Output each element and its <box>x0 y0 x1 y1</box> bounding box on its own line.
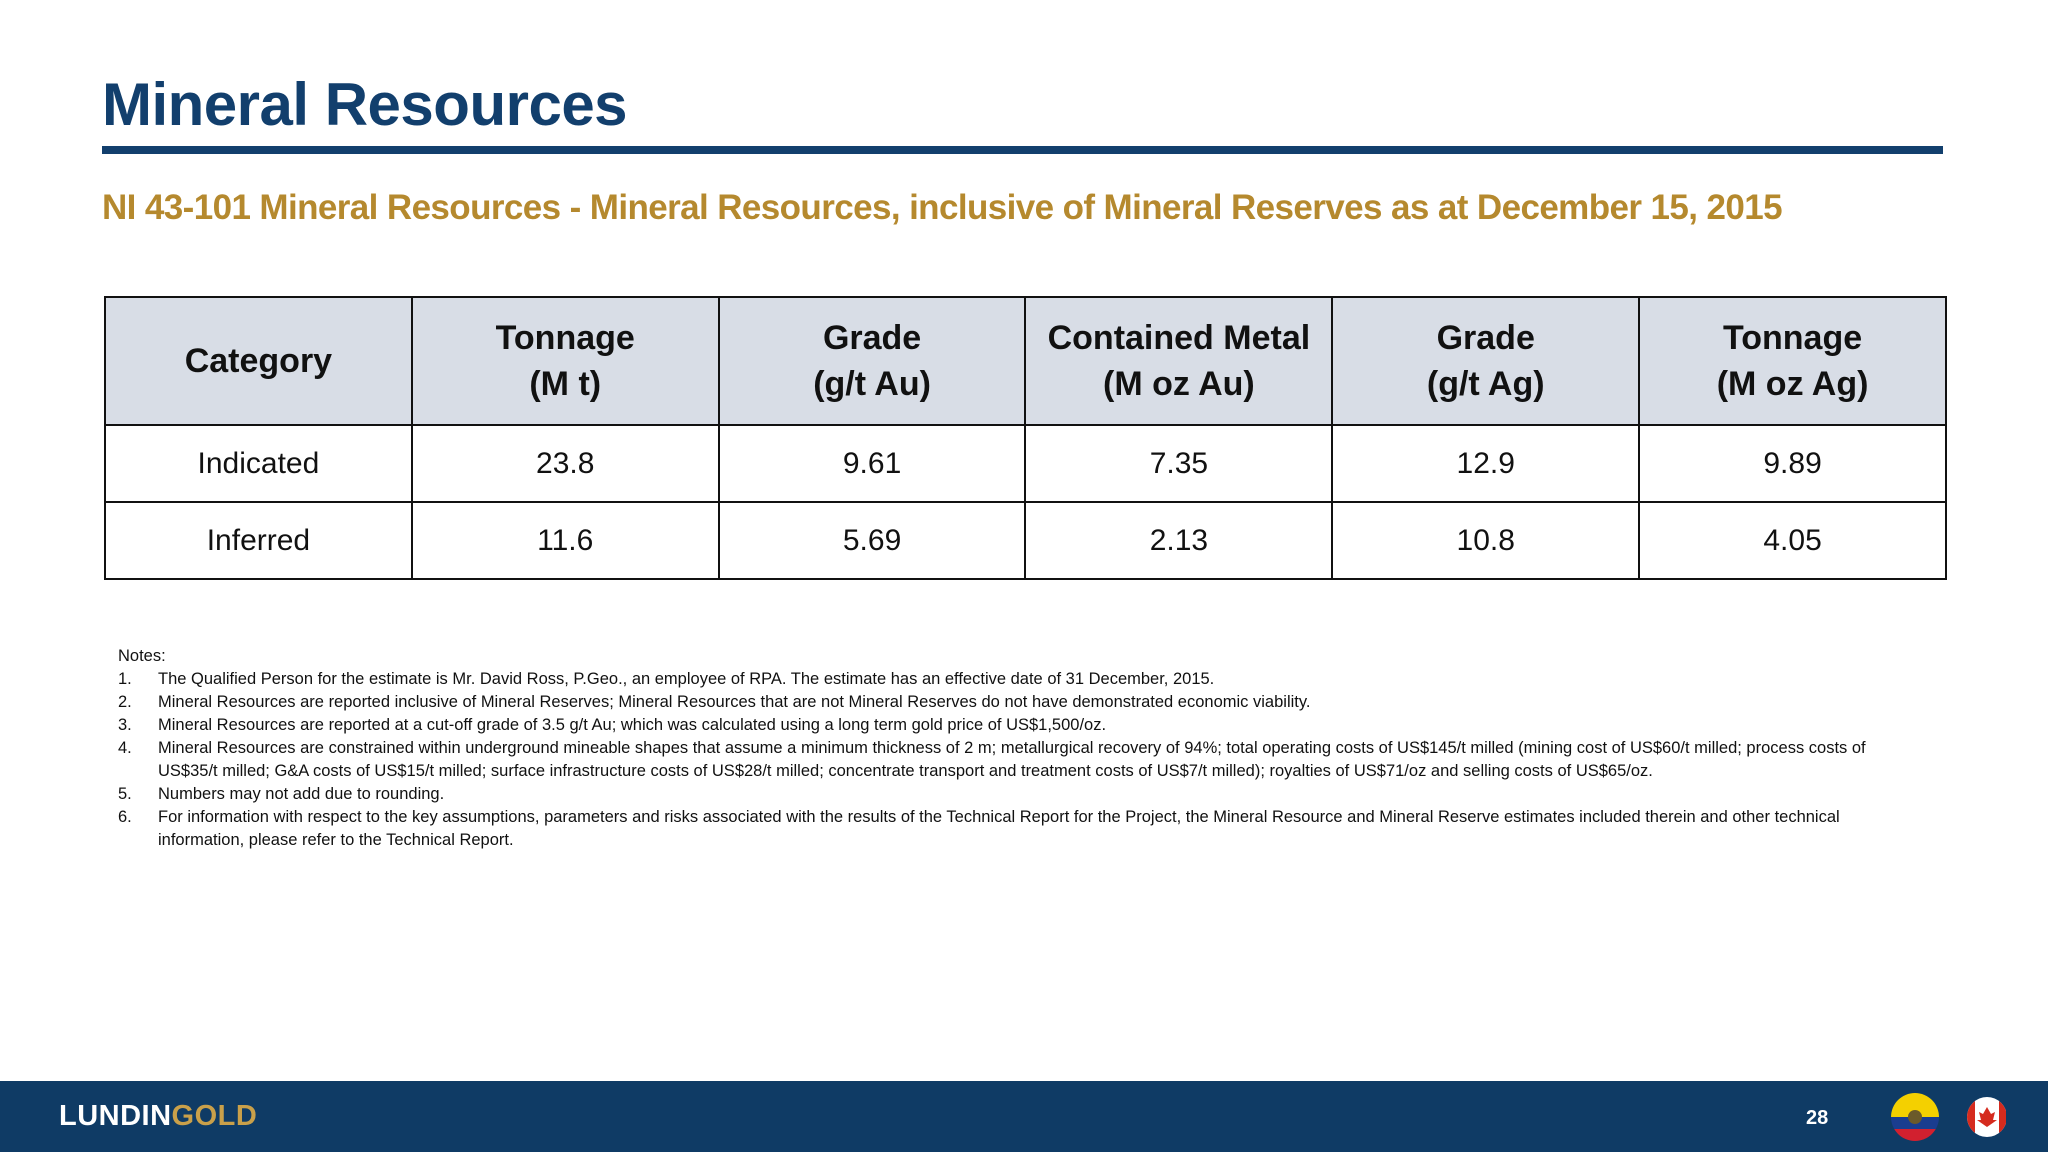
header-text: (g/t Ag) <box>1426 365 1545 403</box>
canada-flag <box>1967 1097 2006 1137</box>
note-text: Mineral Resources are constrained within… <box>158 739 1866 780</box>
note-number: 6. <box>118 808 132 826</box>
note-text: Mineral Resources are reported at a cut-… <box>158 716 1107 734</box>
logo-text: LUNDIN <box>59 1100 172 1132</box>
header-cell: Grade (g/t Ag) <box>1331 296 1641 426</box>
note: 3. Mineral Resources are reported at a cu… <box>118 714 1928 737</box>
notes-label: Notes: <box>118 647 166 665</box>
table-cell: 9.89 <box>1638 424 1947 503</box>
header-text: (M t) <box>529 365 602 403</box>
logo-text: GOLD <box>171 1100 258 1132</box>
header-text: Tonnage <box>1723 319 1863 357</box>
note-number: 3. <box>118 716 132 734</box>
table-cell: 11.6 <box>410 501 720 580</box>
ecuador-flag <box>1891 1093 1939 1141</box>
table-cell: 4.05 <box>1638 501 1947 580</box>
subtitle: NI 43-101 Mineral Resources - Mineral Re… <box>102 188 1783 227</box>
table-cell: 7.35 <box>1024 424 1334 503</box>
note-text: The Qualified Person for the estimate is… <box>158 670 1215 688</box>
header-text: Grade <box>1436 319 1535 357</box>
header-cell: Category <box>104 296 413 426</box>
header-cell: Contained Metal (M oz Au) <box>1024 296 1334 426</box>
table-cell: 23.8 <box>410 424 720 503</box>
note-text: Mineral Resources are reported inclusive… <box>158 693 1311 711</box>
note-text: Numbers may not add due to rounding. <box>158 785 445 803</box>
note-number: 2. <box>118 693 132 711</box>
header-text: Grade <box>822 319 922 357</box>
note: 1. The Qualified Person for the estimate … <box>118 668 1928 691</box>
header-cell: Grade (g/t Au) <box>717 296 1027 426</box>
header-text: Category <box>184 342 333 380</box>
table-cell: Indicated <box>104 424 413 503</box>
note: 2. Mineral Resources are reported inclusi… <box>118 691 1928 714</box>
flags <box>1891 1093 2006 1141</box>
note-number: 4. <box>118 739 132 757</box>
header-text: Tonnage <box>495 319 635 357</box>
header-row: Category Tonnage (M t) Grade (g/t Au) Contain… <box>104 296 1947 426</box>
resource-table: Category Tonnage (M t) Grade (g/t Au) Contain… <box>104 296 1947 580</box>
page-number: 28 <box>1806 1107 1829 1129</box>
note-text: For information with respect to the key … <box>158 808 1840 849</box>
note: 4. Mineral Resources are constrained with… <box>118 737 1928 783</box>
note: 5. Numbers may not add due to rounding. <box>118 783 1928 806</box>
note-number: 1. <box>118 670 132 688</box>
notes: Notes: 1. The Qualified Person for the est… <box>118 645 1928 852</box>
header-text: (g/t Au) <box>813 365 931 403</box>
header-text: (M oz Au) <box>1103 365 1255 403</box>
table-cell: 5.69 <box>717 501 1027 580</box>
header-text: (M oz Ag) <box>1716 365 1869 403</box>
table-cell: 9.61 <box>717 424 1027 503</box>
header-cell: Tonnage (M t) <box>410 296 720 426</box>
table-row: Indicated 23.8 9.61 7.35 12.9 9.89 <box>104 424 1947 503</box>
title-rule <box>102 146 1943 154</box>
table-body: Indicated 23.8 9.61 7.35 12.9 9.89 Inferred 11.… <box>104 424 1947 580</box>
table-cell: 10.8 <box>1331 501 1641 580</box>
header-text: Contained Metal <box>1047 319 1311 357</box>
table-cell: 12.9 <box>1331 424 1641 503</box>
logo: LUNDINGOLD <box>59 1100 257 1133</box>
table-row: Inferred 11.6 5.69 2.13 10.8 4.05 <box>104 501 1947 580</box>
note: 6. For information with respect to the ke… <box>118 806 1928 852</box>
table-cell: Inferred <box>104 501 413 580</box>
note-number: 5. <box>118 785 132 803</box>
table-cell: 2.13 <box>1024 501 1334 580</box>
footer-bar <box>0 1081 2048 1152</box>
header-cell: Tonnage (M oz Ag) <box>1638 296 1947 426</box>
title: Mineral Resources <box>102 71 628 138</box>
